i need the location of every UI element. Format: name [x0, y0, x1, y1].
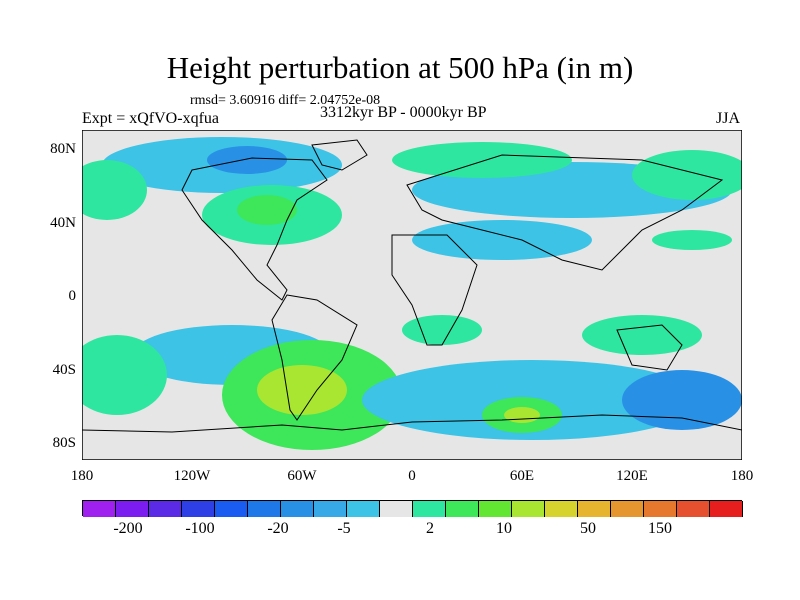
- contour-green-n: [392, 142, 572, 178]
- colorbar-label: -20: [267, 520, 289, 537]
- lat-tick-80n: 80N: [50, 141, 76, 157]
- colorbar-swatch: [314, 501, 347, 517]
- coast-greenland: [311, 139, 368, 171]
- experiment-label: Expt = xQfVO-xqfua: [82, 110, 219, 127]
- colorbar-label: -200: [113, 520, 143, 537]
- contour-green-atl: [402, 315, 482, 345]
- colorbar-swatch: [644, 501, 677, 517]
- colorbar-swatch: [545, 501, 578, 517]
- colorbar-label: 150: [648, 520, 672, 537]
- lat-tick-80s: 80S: [52, 435, 76, 451]
- colorbar-swatch: [83, 501, 116, 517]
- coast-antarctica: [82, 414, 742, 433]
- lon-tick-0: 0: [408, 468, 416, 484]
- colorbar-swatch: [248, 501, 281, 517]
- colorbar-swatch: [149, 501, 182, 517]
- colorbar-swatch: [380, 501, 413, 517]
- colorbar-swatch: [215, 501, 248, 517]
- contour-lime-io: [504, 407, 540, 423]
- contour-green-sib: [652, 230, 732, 250]
- colorbar-swatch: [479, 501, 512, 517]
- stats-label: rmsd= 3.60916 diff= 2.04752e-08: [190, 93, 381, 108]
- contour-lime-sam: [257, 365, 347, 415]
- contour-green-ne: [632, 150, 742, 200]
- contour-blue-so: [622, 370, 742, 430]
- coast-africa: [391, 234, 478, 346]
- season-label: JJA: [716, 110, 741, 127]
- colorbar-swatch: [281, 501, 314, 517]
- colorbar-swatch: [446, 501, 479, 517]
- contour-lgreen-na: [237, 195, 297, 225]
- lat-tick-40s: 40S: [52, 362, 76, 378]
- lat-tick-40n: 40N: [50, 215, 76, 231]
- lon-tick-120e: 120E: [616, 468, 648, 484]
- colorbar-swatch: [578, 501, 611, 517]
- colorbar-swatch: [116, 501, 149, 517]
- colorbar-swatch: [182, 501, 215, 517]
- contour-fills: [82, 137, 742, 450]
- colorbar-swatch: [611, 501, 644, 517]
- coast-south-america: [271, 294, 358, 421]
- colorbar-label: 2: [426, 520, 434, 537]
- lon-tick-60w: 60W: [287, 468, 317, 484]
- coast-eurasia: [406, 154, 724, 271]
- coast-north-america: [181, 157, 328, 301]
- contour-green-sw: [82, 335, 167, 415]
- coastlines: [82, 139, 742, 433]
- contour-green-nas: [582, 315, 702, 355]
- period-label: 3312kyr BP - 0000kyr BP: [320, 104, 487, 121]
- contour-cyan-eu: [412, 220, 592, 260]
- colorbar-swatch: [512, 501, 545, 517]
- colorbar-label: -5: [337, 520, 351, 537]
- lon-tick-120w: 120W: [173, 468, 211, 484]
- colorbar-label: 50: [580, 520, 596, 537]
- lat-tick-eq: 0: [68, 288, 77, 304]
- colorbar-swatch: [677, 501, 710, 517]
- coast-australia: [616, 324, 683, 371]
- contour-blue-na: [207, 146, 287, 174]
- lon-tick-60e: 60E: [509, 468, 535, 484]
- lon-tick-180w: 180: [70, 468, 94, 484]
- colorbar-label: -100: [185, 520, 215, 537]
- colorbar-swatch: [413, 501, 446, 517]
- colorbar-swatch: [710, 501, 743, 517]
- contour-green-nw: [82, 160, 147, 220]
- colorbar-swatch: [347, 501, 380, 517]
- height-perturbation-map: [82, 130, 742, 460]
- colorbar: [82, 500, 743, 517]
- map-title: Height perturbation at 500 hPa (in m): [166, 50, 634, 85]
- lon-tick-180e: 180: [730, 468, 754, 484]
- colorbar-label: 10: [496, 520, 512, 537]
